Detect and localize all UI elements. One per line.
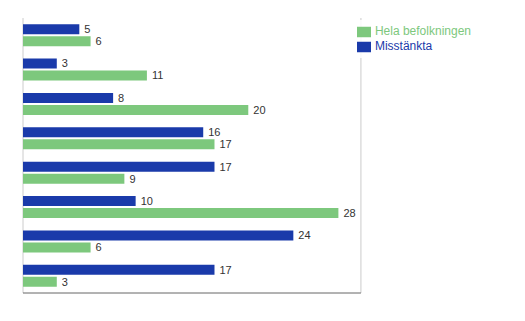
svg-text:11: 11 bbox=[152, 69, 163, 81]
svg-text:20: 20 bbox=[253, 104, 265, 116]
html-text:Hela befolkningen: Hela befolkningen bbox=[374, 24, 471, 38]
svg-text:3: 3 bbox=[62, 57, 68, 69]
svg-text:17: 17 bbox=[219, 138, 231, 150]
html-text:Misstänkta: Misstänkta bbox=[374, 38, 433, 53]
svg-text:6: 6 bbox=[96, 35, 102, 47]
svg-text:17: 17 bbox=[219, 161, 231, 173]
svg-text:3: 3 bbox=[62, 276, 68, 288]
svg-text:28: 28 bbox=[343, 207, 355, 219]
svg-text:9: 9 bbox=[129, 173, 135, 185]
svg-text:8: 8 bbox=[118, 92, 124, 104]
svg-text:10: 10 bbox=[141, 195, 153, 207]
svg-text:17: 17 bbox=[219, 264, 231, 276]
svg-text:24: 24 bbox=[298, 229, 310, 241]
svg-text:16: 16 bbox=[208, 126, 220, 138]
svg-text:6: 6 bbox=[96, 241, 102, 253]
svg-text:5: 5 bbox=[84, 23, 90, 35]
